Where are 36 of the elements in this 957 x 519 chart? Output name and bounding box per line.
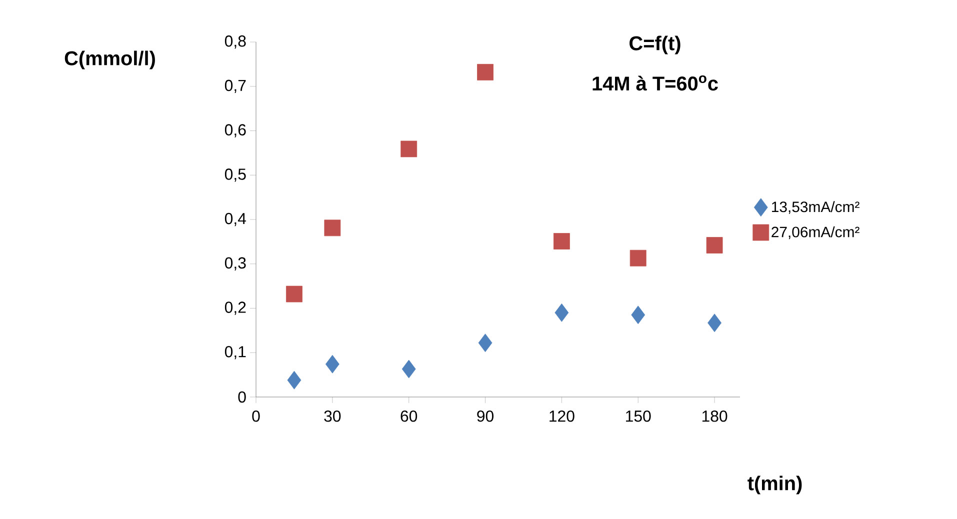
y-tick-label: 0,7 — [224, 80, 246, 93]
point — [478, 334, 492, 352]
point — [477, 64, 494, 80]
point — [706, 237, 723, 254]
point — [324, 220, 341, 236]
point — [286, 286, 302, 302]
y-tick-label: 0,3 — [224, 257, 246, 270]
x-tick-label: 120 — [550, 410, 574, 422]
y-tick-label: 0,8 — [224, 35, 246, 49]
legend-label: 13,53mA/cm² — [772, 201, 860, 214]
point — [630, 250, 646, 266]
point — [400, 140, 418, 158]
y-tick-label: 0 — [238, 391, 246, 403]
text: 14M à T=60$^{o}$c — [592, 75, 718, 91]
point — [553, 233, 570, 250]
chart-title: C=f(t) — [630, 36, 680, 54]
y-tick-label: 0,2 — [224, 302, 246, 315]
legend-label: 27,06mA/cm² — [772, 226, 860, 240]
point — [325, 354, 340, 374]
y-axis-title: C(mmol/l) — [64, 50, 155, 70]
y-tick-label: 0,4 — [224, 212, 246, 226]
point — [554, 303, 569, 322]
y-tick-label: 0,1 — [224, 346, 246, 360]
x-tick-label: 180 — [702, 410, 728, 422]
point — [402, 360, 416, 378]
x-tick-label: 150 — [626, 410, 651, 422]
x-tick-label: 0 — [252, 410, 260, 422]
x-tick-label: 60 — [400, 410, 418, 422]
point — [708, 314, 722, 332]
point — [631, 306, 646, 324]
x-axis-title: t(min) — [748, 476, 802, 494]
x-tick-label: 30 — [324, 410, 341, 422]
y-tick-label: 0,5 — [224, 168, 246, 182]
y-tick-label: 0,6 — [224, 124, 246, 138]
x-tick-label: 90 — [477, 410, 494, 422]
point — [287, 370, 302, 390]
